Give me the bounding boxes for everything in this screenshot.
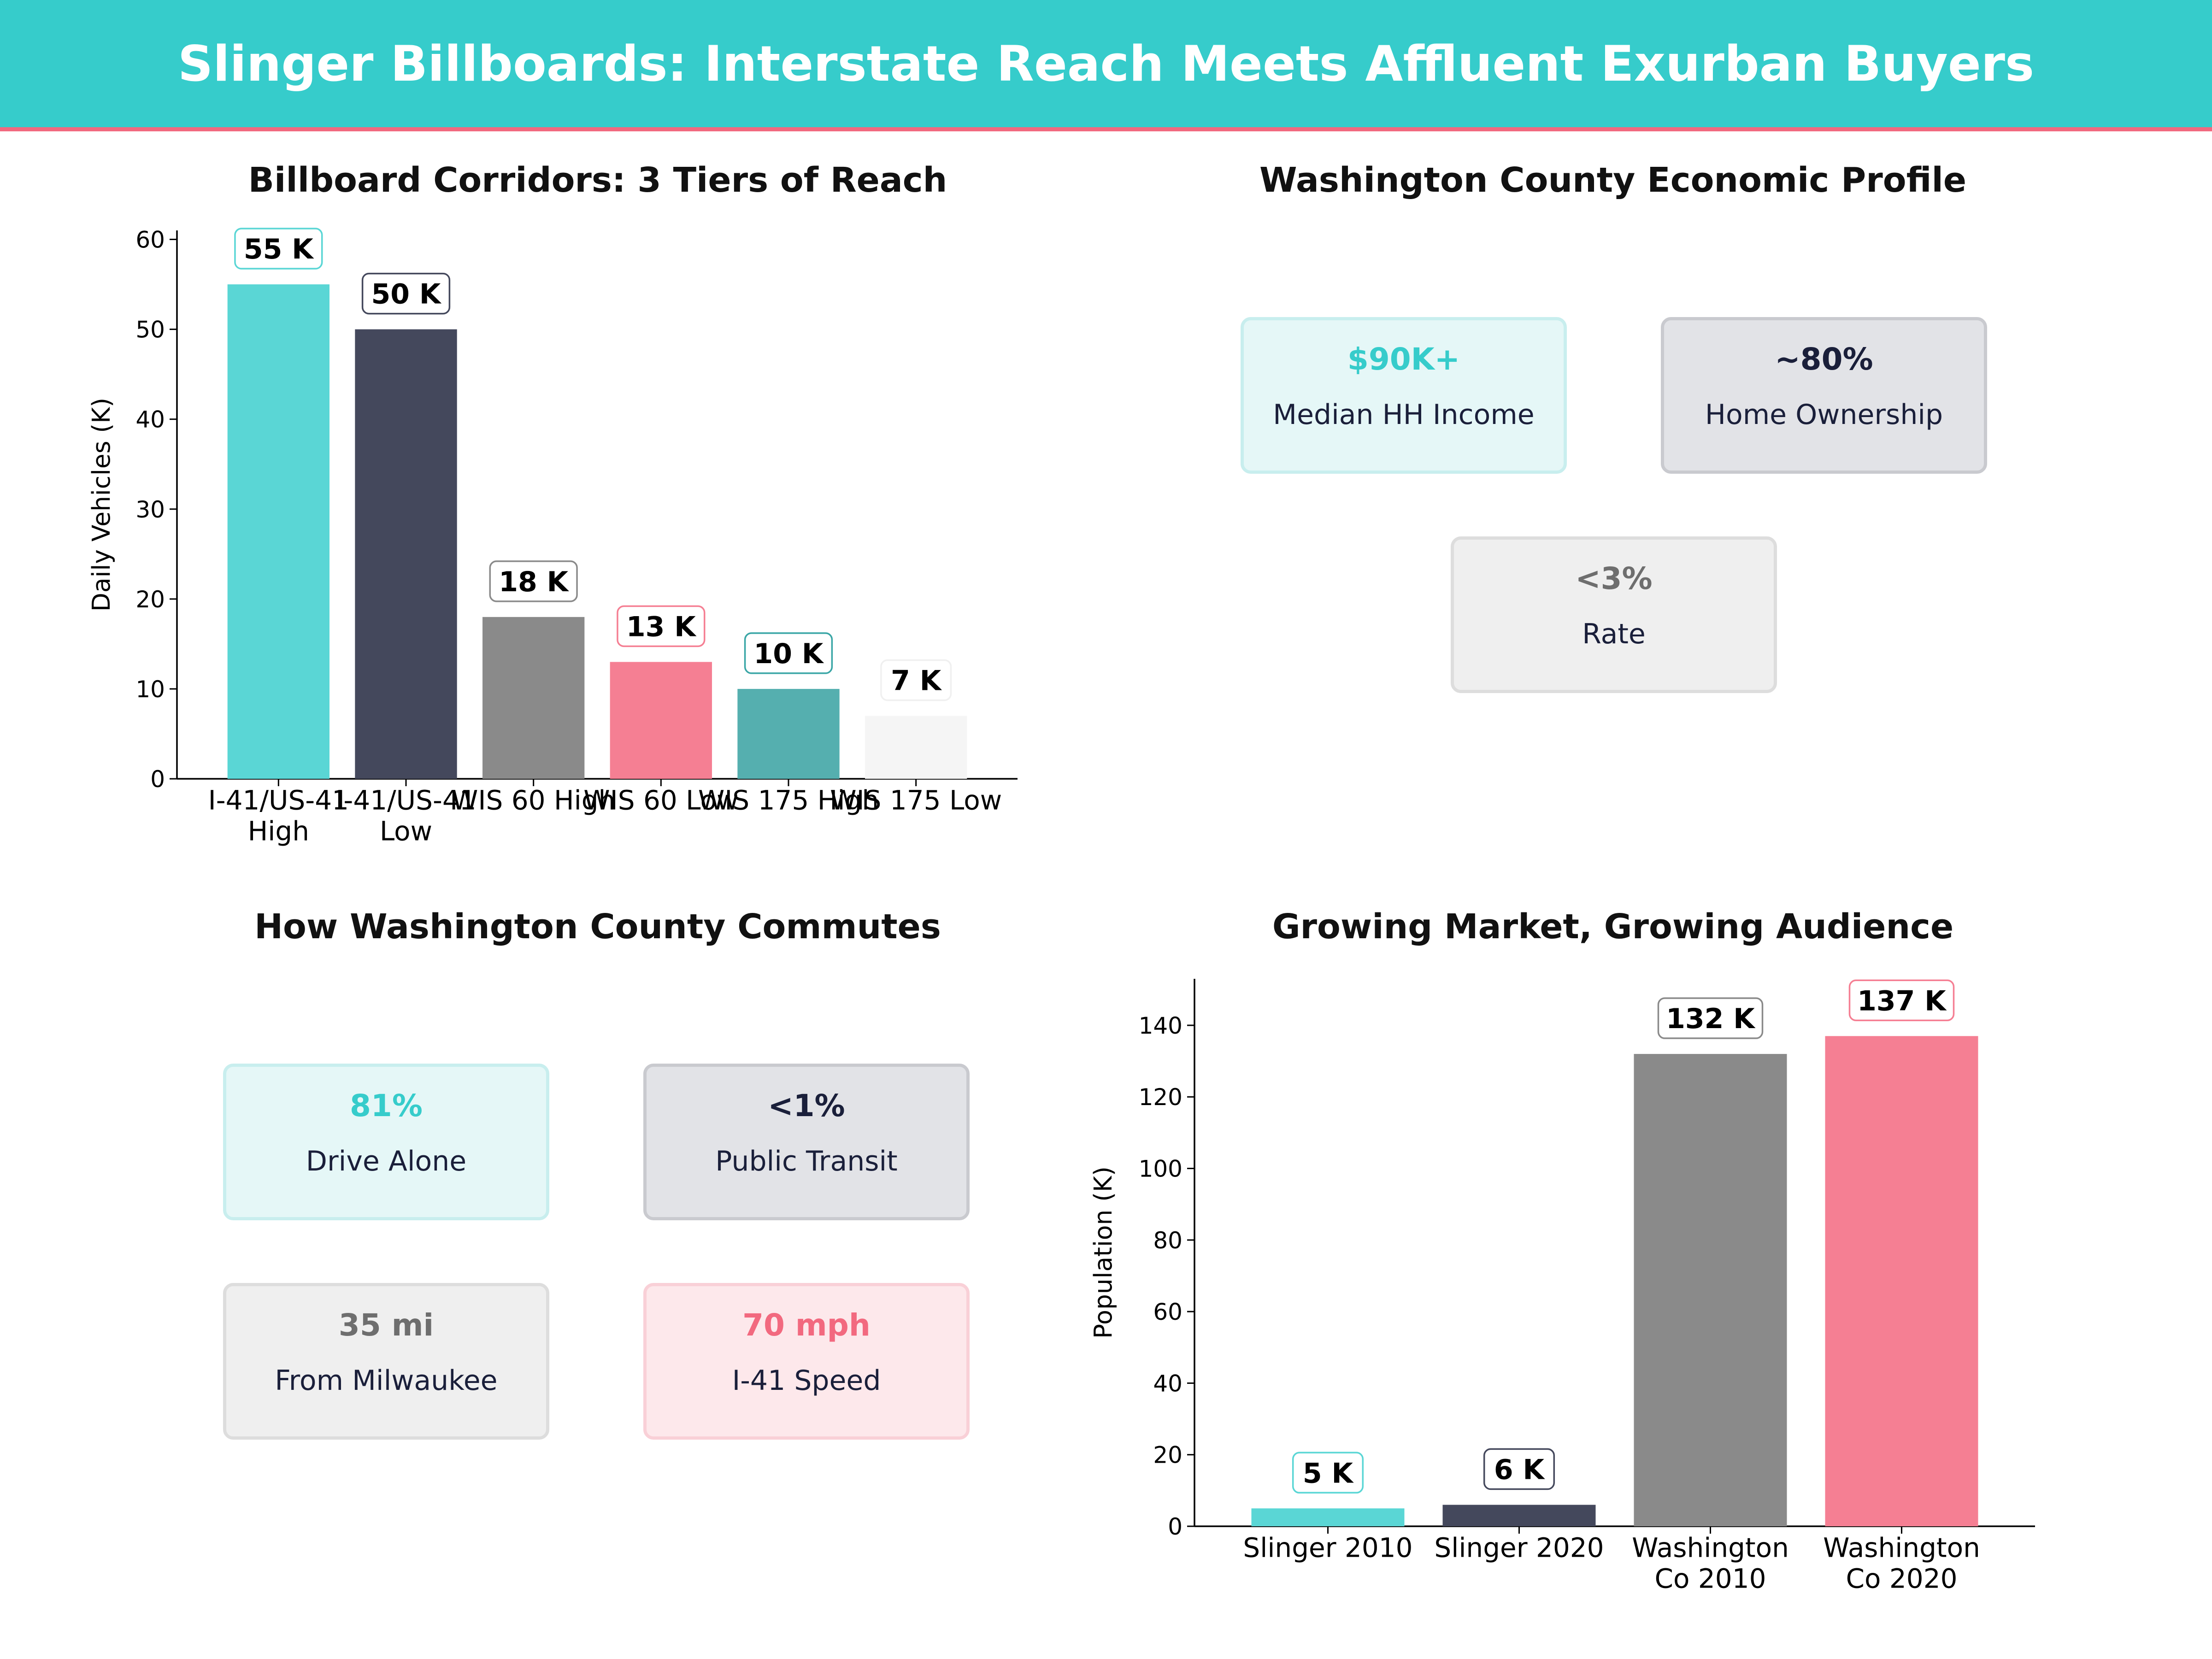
speed-value: 70 mph (742, 1307, 871, 1343)
data-label-box (880, 659, 952, 701)
data-label-box (489, 560, 578, 602)
y-tick-label: 100 (1139, 1156, 1182, 1182)
income-label: Median HH Income (1273, 399, 1535, 431)
speed-card: 70 mph I-41 Speed (643, 1283, 970, 1440)
x-tick-label: WIS 175 Low (830, 785, 1002, 816)
income-card: $90K+ Median HH Income (1241, 317, 1567, 474)
data-label-box (361, 272, 451, 315)
page-title: Slinger Billboards: Interstate Reach Mee… (177, 35, 2035, 92)
y-tick-label: 140 (1139, 1012, 1182, 1039)
y-tick-label: 30 (135, 496, 165, 523)
data-label: 13 K (626, 611, 697, 643)
rate-value: <3% (1575, 561, 1653, 596)
home-ownership-card: ~80% Home Ownership (1661, 317, 1987, 474)
y-tick-label: 60 (135, 227, 165, 253)
y-tick-label: 20 (135, 586, 165, 613)
x-tick-label: I-41/US-41 Low (335, 785, 476, 847)
data-label: 7 K (891, 665, 942, 697)
data-label-box (1848, 979, 1955, 1021)
y-tick-label: 60 (1153, 1299, 1182, 1325)
y-tick-label: 50 (135, 317, 165, 343)
public-transit-label: Public Transit (715, 1145, 898, 1177)
data-label-box (744, 632, 833, 674)
data-label-box (1292, 1452, 1364, 1494)
data-label: 10 K (754, 638, 824, 670)
bar (610, 662, 712, 779)
y-axis-label: Population (K) (1088, 1166, 1118, 1339)
x-tick-label: Slinger 2010 (1243, 1532, 1412, 1564)
y-axis-label: Daily Vehicles (K) (87, 398, 116, 612)
data-label: 6 K (1494, 1454, 1546, 1486)
data-label: 132 K (1666, 1003, 1756, 1035)
economic-profile-title: Washington County Economic Profile (1259, 160, 1967, 200)
y-tick-label: 80 (1153, 1227, 1182, 1254)
data-label-box (1657, 997, 1764, 1039)
y-tick-label: 40 (1153, 1370, 1182, 1397)
y-tick-label: 40 (135, 406, 165, 433)
bar (1251, 1508, 1405, 1526)
bar (1634, 1054, 1787, 1526)
public-transit-value: <1% (768, 1088, 845, 1124)
y-tick-label: 10 (135, 676, 165, 703)
home-ownership-value: ~80% (1775, 341, 1873, 377)
x-tick-label: Washington Co 2010 (1632, 1532, 1789, 1594)
x-tick-label: WIS 175 High (698, 785, 879, 816)
y-tick-label: 0 (150, 766, 165, 793)
data-label-box (234, 228, 323, 270)
speed-label: I-41 Speed (732, 1365, 881, 1397)
data-label: 5 K (1303, 1457, 1354, 1489)
commute-title: How Washington County Commutes (254, 907, 941, 947)
x-tick-label: WIS 60 Low (583, 785, 738, 816)
income-value: $90K+ (1347, 341, 1460, 377)
x-tick-label: Slinger 2020 (1434, 1532, 1604, 1564)
bar (1825, 1036, 1978, 1526)
x-tick-label: WIS 60 High (452, 785, 615, 816)
distance-label: From Milwaukee (275, 1365, 498, 1397)
x-tick-label: I-41/US-41 High (208, 785, 349, 847)
header-banner: Slinger Billboards: Interstate Reach Mee… (0, 0, 2212, 131)
bar (737, 688, 840, 779)
drive-alone-card: 81% Drive Alone (223, 1064, 549, 1220)
bar (355, 329, 457, 779)
bar (227, 284, 329, 779)
distance-card: 35 mi From Milwaukee (223, 1283, 549, 1440)
bar (1442, 1505, 1596, 1526)
data-label-box (617, 605, 706, 647)
y-tick-label: 120 (1139, 1084, 1182, 1111)
corridors-chart-title: Billboard Corridors: 3 Tiers of Reach (248, 160, 947, 200)
corridors-bar-chart: 0 10 20 30 40 50 60 Daily Vehicles (K) I-41/US-4… (87, 227, 1018, 847)
rate-label: Rate (1582, 618, 1646, 650)
rate-card: <3% Rate (1451, 536, 1777, 693)
data-label: 137 K (1857, 985, 1947, 1017)
data-label: 50 K (371, 278, 442, 311)
x-tick-label: Washington Co 2020 (1823, 1532, 1980, 1594)
data-label-box (1483, 1448, 1555, 1490)
bar (865, 716, 967, 779)
y-tick-label: 20 (1153, 1442, 1182, 1469)
data-label: 55 K (244, 233, 314, 265)
y-tick-label: 0 (1168, 1513, 1182, 1540)
drive-alone-value: 81% (350, 1088, 423, 1124)
population-chart-title: Growing Market, Growing Audience (1272, 907, 1954, 947)
home-ownership-label: Home Ownership (1705, 399, 1943, 431)
distance-value: 35 mi (338, 1307, 434, 1343)
bar (482, 617, 585, 779)
public-transit-card: <1% Public Transit (643, 1064, 970, 1220)
drive-alone-label: Drive Alone (306, 1145, 467, 1177)
data-label: 18 K (499, 566, 569, 598)
